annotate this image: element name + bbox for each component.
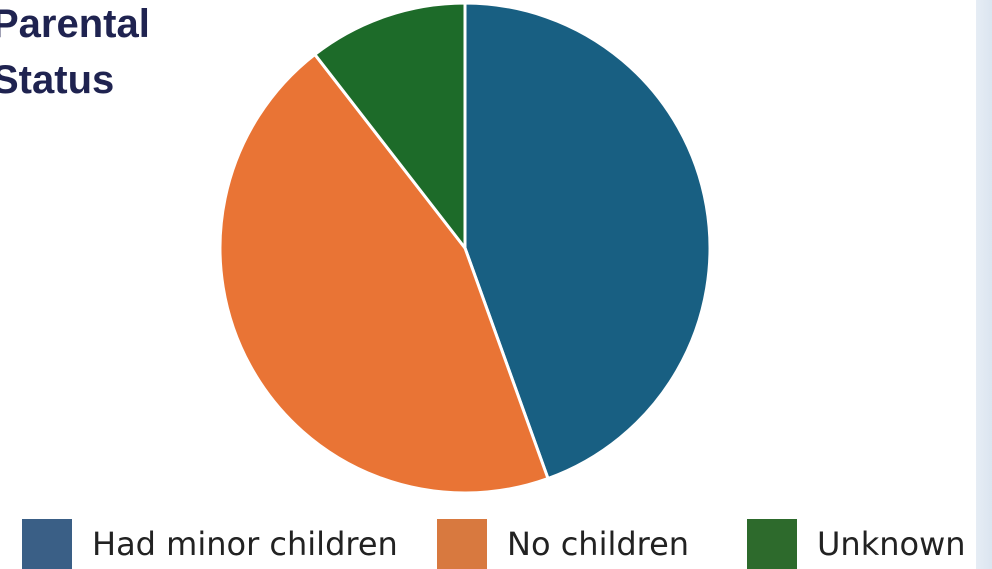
legend-swatch-unknown [747,519,797,569]
legend-label-no-children: No children [507,525,690,563]
legend-item-unknown: Unknown [747,518,966,569]
legend-item-had-minor-children: Had minor children [22,518,398,569]
legend-item-no-children: No children [437,518,689,569]
chart-title-line-2: Status [0,58,115,102]
legend-label-had-minor-children: Had minor children [92,525,398,563]
pie-slice-no-children [218,52,550,495]
side-border [976,0,992,569]
legend-label-unknown: Unknown [817,525,966,563]
legend-swatch-no-children [437,519,487,569]
chart-title-line-1: Parental [0,2,150,46]
pie-slice-unknown [313,1,467,250]
pie-slice-had-minor-children [463,1,712,481]
legend-swatch-had-minor-children [22,519,72,569]
